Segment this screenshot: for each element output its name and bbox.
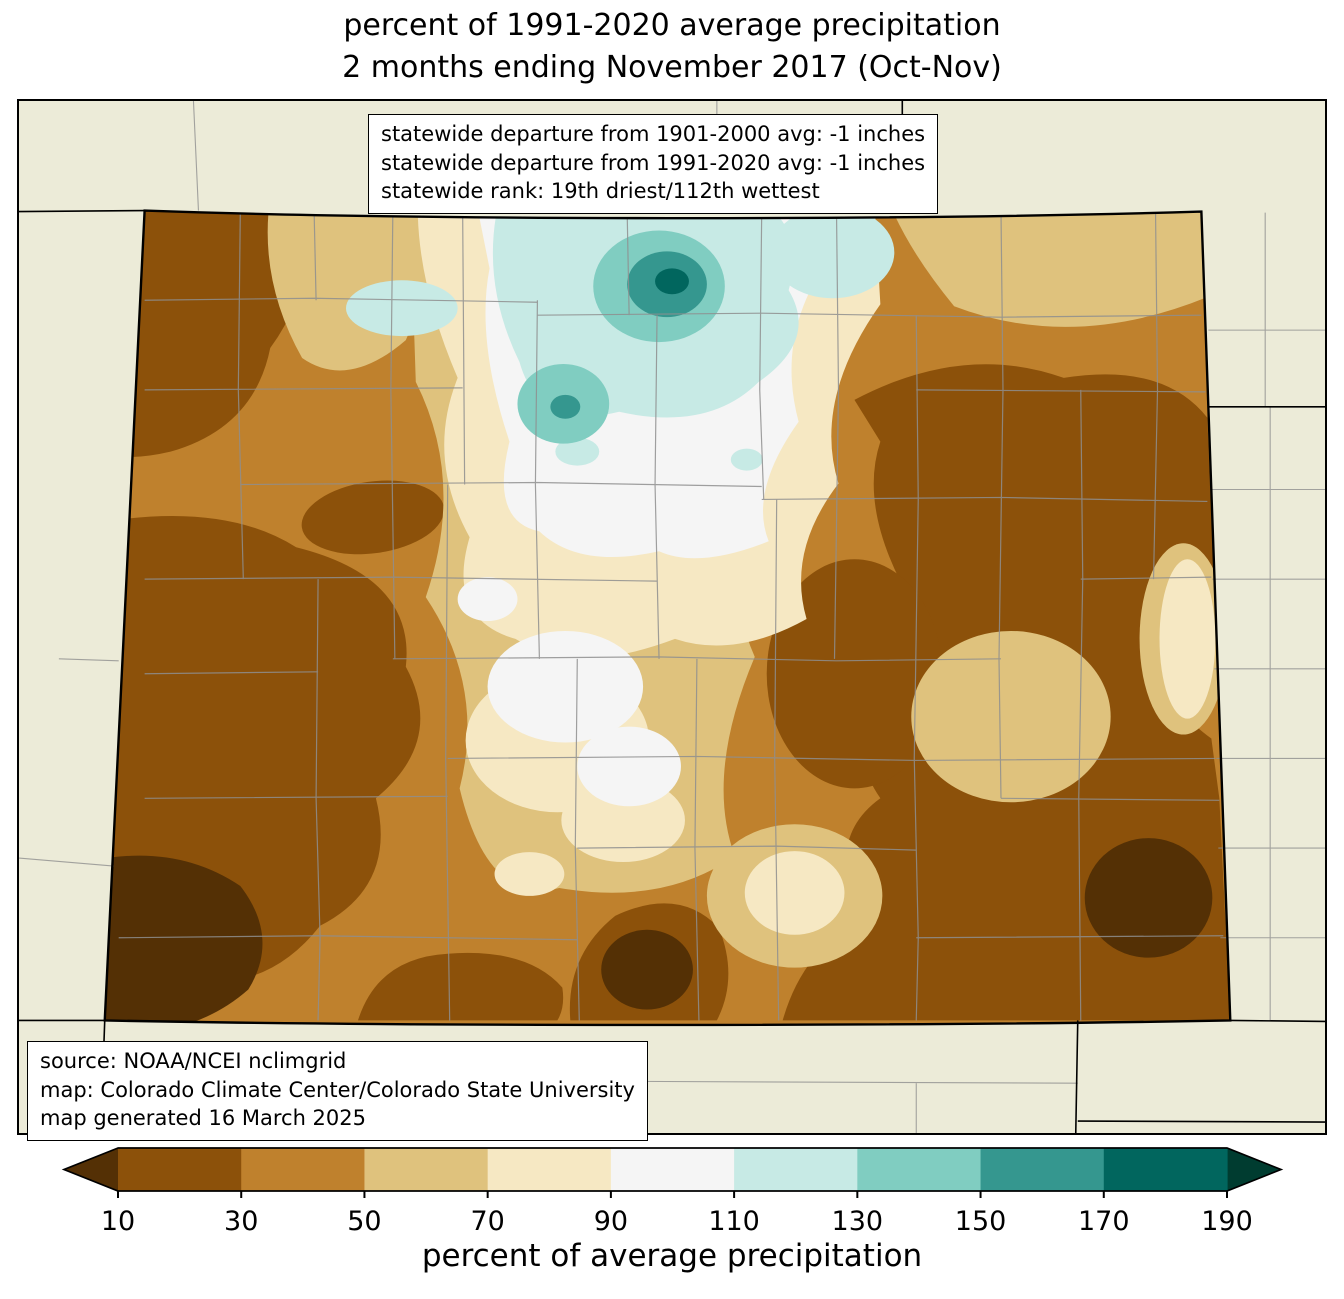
colorbar-tick-label: 110 <box>708 1206 760 1237</box>
colorbar-segment <box>487 1148 612 1191</box>
colorbar-segment <box>980 1148 1105 1191</box>
colorbar-tick-label: 170 <box>1078 1206 1130 1237</box>
colorbar-tick-label: 150 <box>955 1206 1007 1237</box>
colorado-border <box>103 209 1232 1027</box>
colorbar-segment <box>857 1148 982 1191</box>
stats-line-1: statewide departure from 1901-2000 avg: … <box>381 122 926 146</box>
colorbar-segment <box>364 1148 489 1191</box>
map-title-line-2: 2 months ending November 2017 (Oct-Nov) <box>342 50 1002 85</box>
source-line-2: map: Colorado Climate Center/Colorado St… <box>40 1077 635 1102</box>
stats-line-3: statewide rank: 19th driest/112th wettes… <box>381 179 820 204</box>
source-line-1: source: NOAA/NCEI nclimgrid <box>40 1049 347 1073</box>
colorbar: 10 30 50 70 90 110 130 150 170 190 <box>61 1147 1284 1237</box>
county-lines-colorado <box>118 210 1224 1021</box>
stats-line-2: statewide departure from 1991-2020 avg: … <box>381 150 926 175</box>
map-frame <box>17 99 1327 1135</box>
colorbar-segment <box>1103 1148 1228 1191</box>
stats-box: statewide departure from 1901-2000 avg: … <box>368 114 939 214</box>
colorbar-tick-label: 70 <box>470 1206 504 1237</box>
colorbar-tick-label: 130 <box>832 1206 884 1237</box>
colorbar-segment <box>241 1148 366 1191</box>
colorbar-axis-label: percent of average precipitation <box>421 1238 923 1274</box>
colorbar-tick-label: 50 <box>347 1206 381 1237</box>
colorbar-tick-label: 90 <box>594 1206 628 1237</box>
source-line-3: map generated 16 March 2025 <box>40 1106 367 1131</box>
colorbar-segment <box>118 1148 242 1191</box>
map-title-line-1: percent of 1991-2020 average precipitati… <box>343 8 1001 43</box>
colorbar-tick-label: 10 <box>101 1206 135 1237</box>
source-box: source: NOAA/NCEI nclimgrid map: Colorad… <box>27 1041 648 1141</box>
colorado-precipitation-map <box>19 101 1325 1133</box>
colorbar-tick-label: 190 <box>1201 1206 1253 1237</box>
contour-170-190 <box>655 268 689 295</box>
colorbar-segment <box>734 1148 858 1191</box>
colorbar-segment <box>610 1148 735 1191</box>
colorbar-under-arrow <box>64 1148 118 1191</box>
colorbar-tick-label: 30 <box>224 1206 258 1237</box>
colorbar-over-arrow <box>1227 1148 1281 1191</box>
